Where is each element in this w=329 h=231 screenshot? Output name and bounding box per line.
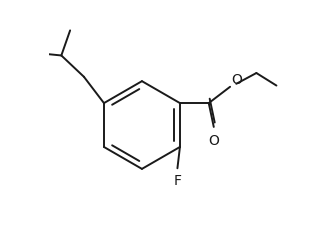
Text: F: F	[173, 173, 181, 187]
Text: O: O	[231, 73, 242, 87]
Text: O: O	[208, 134, 219, 148]
